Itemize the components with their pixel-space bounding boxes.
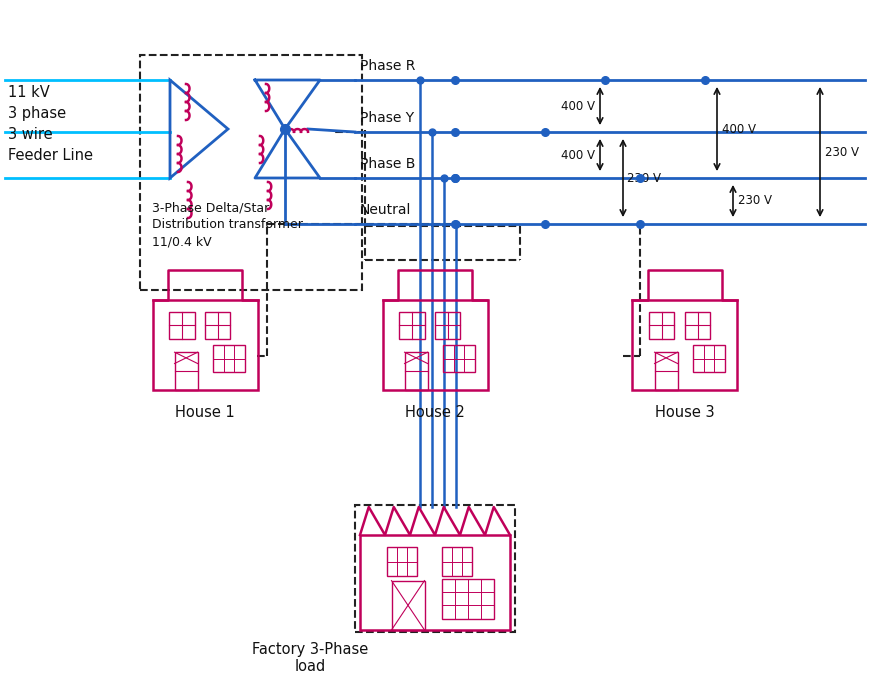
Bar bbox=[649, 312, 674, 339]
Bar bbox=[435, 312, 460, 339]
Bar bbox=[175, 352, 197, 390]
Bar bbox=[360, 535, 510, 630]
Bar bbox=[399, 312, 424, 339]
Text: Phase Y: Phase Y bbox=[360, 111, 414, 125]
Text: 400 V: 400 V bbox=[561, 99, 595, 112]
Text: 230 V: 230 V bbox=[627, 172, 661, 184]
Bar bbox=[153, 300, 258, 390]
Text: Phase B: Phase B bbox=[360, 157, 416, 171]
Bar bbox=[443, 547, 473, 576]
Text: 400 V: 400 V bbox=[722, 123, 756, 135]
Text: 11 kV
3 phase
3 wire
Feeder Line: 11 kV 3 phase 3 wire Feeder Line bbox=[8, 85, 93, 163]
Text: House 3: House 3 bbox=[655, 405, 715, 420]
Text: House 1: House 1 bbox=[175, 405, 235, 420]
Bar bbox=[694, 345, 725, 372]
Text: Phase R: Phase R bbox=[360, 59, 416, 73]
Text: 230 V: 230 V bbox=[825, 146, 859, 159]
Bar bbox=[654, 352, 678, 390]
Text: 3-Phase Delta/Star
Distribution transformer
11/0.4 kV: 3-Phase Delta/Star Distribution transfor… bbox=[152, 201, 303, 248]
Text: 400 V: 400 V bbox=[561, 148, 595, 161]
Bar bbox=[442, 579, 495, 619]
Text: Neutral: Neutral bbox=[360, 203, 411, 217]
Bar bbox=[205, 312, 230, 339]
Bar bbox=[444, 345, 475, 372]
Bar bbox=[382, 300, 488, 390]
Text: Factory 3-Phase
load: Factory 3-Phase load bbox=[252, 642, 368, 674]
Bar bbox=[391, 580, 424, 630]
Bar bbox=[632, 300, 738, 390]
Bar bbox=[404, 352, 428, 390]
Bar bbox=[387, 547, 417, 576]
Bar bbox=[169, 312, 195, 339]
Bar bbox=[685, 312, 710, 339]
Text: House 2: House 2 bbox=[405, 405, 465, 420]
Text: 230 V: 230 V bbox=[738, 195, 772, 208]
Bar bbox=[213, 345, 245, 372]
